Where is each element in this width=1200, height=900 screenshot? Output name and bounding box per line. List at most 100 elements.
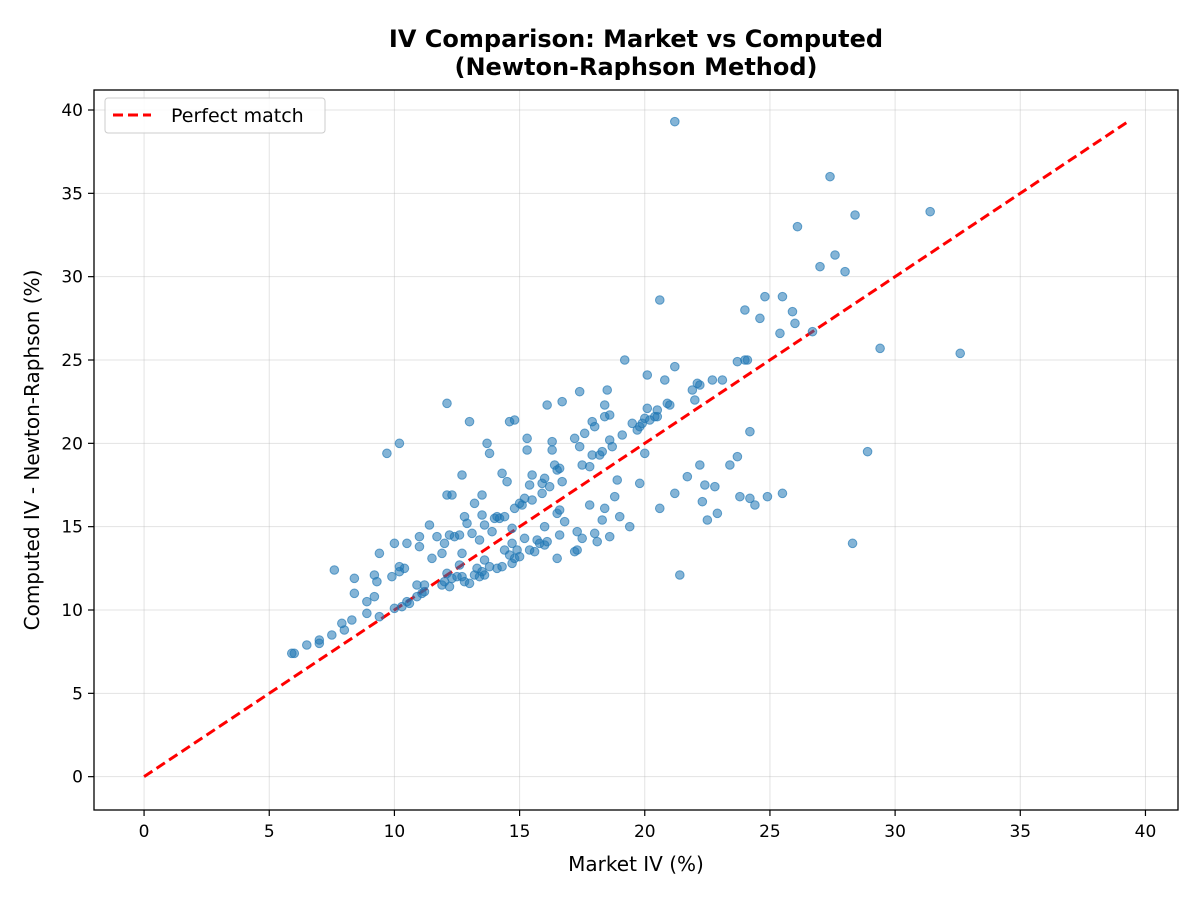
scatter-point (539, 521, 550, 532)
scatter-point (847, 538, 858, 549)
scatter-point (542, 400, 552, 410)
scatter-point (597, 446, 608, 457)
scatter-point (670, 116, 680, 127)
scatter-point (509, 415, 520, 425)
scatter-point (572, 545, 582, 555)
scatter-point (482, 438, 492, 449)
scatter-point (474, 535, 485, 545)
scatter-point (454, 560, 465, 570)
scatter-point (374, 611, 385, 622)
scatter-point (394, 438, 405, 449)
scatter-point (589, 528, 600, 539)
scatter-point (462, 518, 472, 529)
scatter-point (787, 306, 798, 317)
scatter-point (432, 531, 442, 542)
scatter-point (654, 503, 665, 514)
scatter-point (815, 261, 825, 272)
scatter-point (599, 400, 610, 410)
scatter-point (457, 470, 467, 480)
scatter-point (499, 511, 510, 522)
scatter-point (547, 445, 557, 455)
scatter-point (314, 638, 325, 649)
scatter-point (414, 541, 425, 552)
scatter-point (712, 508, 723, 519)
y-tick-label: 30 (61, 268, 83, 288)
scatter-point (652, 405, 663, 415)
scatter-point (612, 475, 623, 485)
y-axis-label: Computed IV - Newton-Raphson (%) (20, 270, 44, 631)
scatter-point (544, 481, 555, 492)
x-axis-label: Market IV (%) (568, 852, 704, 876)
scatter-point (807, 326, 818, 337)
scatter-point (862, 446, 873, 457)
scatter-point (584, 461, 595, 472)
scatter-point (469, 498, 480, 509)
scatter-point (760, 291, 770, 302)
scatter-point (487, 526, 497, 537)
scatter-point (850, 210, 860, 220)
scatter-point (339, 625, 350, 635)
scatter-point (439, 538, 450, 549)
scatter-point (584, 500, 595, 510)
scatter-point (424, 520, 435, 530)
scatter-point (579, 428, 590, 439)
scatter-point (735, 491, 745, 502)
scatter-point (602, 385, 613, 395)
scatter-point (362, 608, 372, 619)
scatter-point (514, 551, 525, 562)
scatter-point (479, 555, 490, 565)
scatter-point (609, 491, 620, 502)
scatter-point (682, 471, 693, 482)
legend-label-perfect-match: Perfect match (171, 105, 304, 127)
scatter-point (619, 355, 630, 365)
scatter-point (840, 266, 850, 277)
scatter-point (372, 576, 382, 587)
scatter-point (427, 553, 437, 564)
scatter-point (444, 581, 455, 592)
scatter-point (750, 500, 760, 510)
scatter-point (670, 361, 680, 372)
scatter-point (537, 488, 547, 499)
scatter-point (289, 648, 300, 659)
scatter-point (642, 403, 653, 414)
scatter-point (762, 491, 773, 502)
scatter-point (830, 250, 840, 260)
x-tick-label: 10 (384, 822, 406, 842)
x-tick-label: 40 (1135, 822, 1157, 842)
scatter-point (557, 396, 567, 407)
scatter-point (732, 451, 743, 462)
x-tick-label: 0 (139, 822, 150, 842)
scatter-point (755, 313, 765, 324)
scatter-points (286, 116, 965, 659)
scatter-point (454, 530, 465, 540)
scatter-point (414, 531, 425, 542)
scatter-point (592, 536, 602, 547)
grid (94, 90, 1178, 810)
scatter-point (825, 171, 835, 182)
scatter-point (347, 615, 357, 625)
y-tick-label: 10 (61, 601, 83, 621)
scatter-point (374, 548, 385, 559)
scatter-point (547, 436, 557, 447)
x-tick-label: 20 (634, 822, 656, 842)
y-tick-label: 25 (61, 351, 83, 371)
scatter-point (659, 375, 670, 385)
scatter-point (507, 538, 517, 549)
scatter-point (542, 536, 552, 547)
scatter-point (382, 448, 392, 459)
scatter-point (497, 468, 507, 479)
scatter-point (507, 523, 517, 534)
scatter-point (479, 570, 490, 580)
y-tick-label: 40 (61, 101, 83, 121)
x-tick-label: 30 (884, 822, 906, 842)
scatter-point (477, 490, 487, 500)
scatter-point (572, 526, 582, 537)
legend: Perfect match (104, 97, 326, 134)
scatter-point (925, 206, 935, 217)
scatter-point (775, 328, 785, 339)
legend-box (104, 97, 326, 134)
scatter-point (697, 496, 708, 507)
scatter-point (745, 426, 755, 437)
scatter-point (695, 380, 705, 390)
